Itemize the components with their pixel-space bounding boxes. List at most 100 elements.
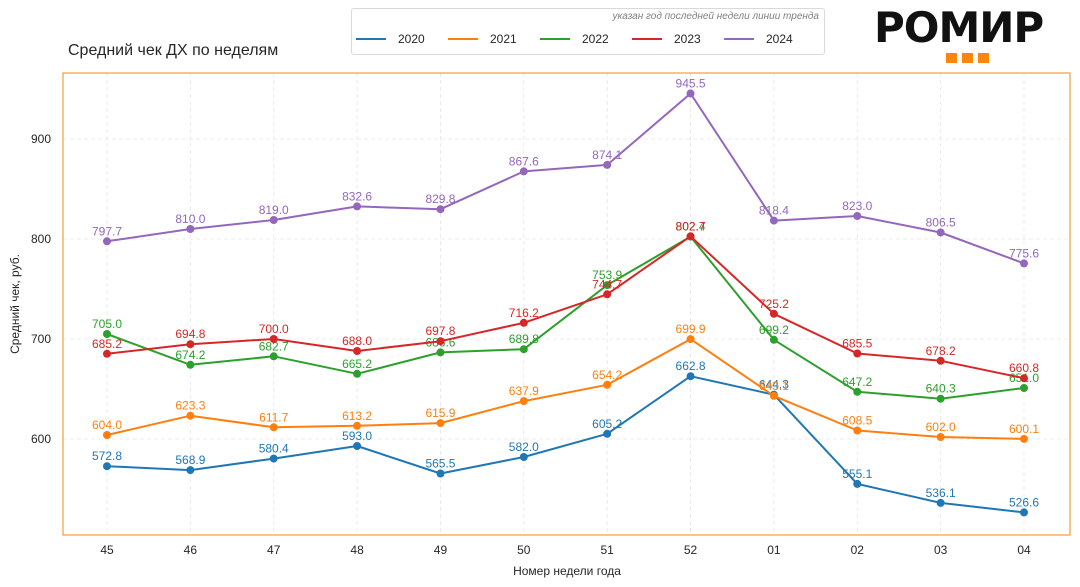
data-label: 832.6 [342,189,372,203]
data-label: 823.0 [842,199,872,213]
y-tick-label: 800 [31,232,51,246]
data-label: 602.0 [926,420,956,434]
x-tick-label: 49 [434,543,448,557]
x-tick-label: 45 [100,543,114,557]
series-line [106,235,1025,380]
data-label: 615.9 [425,406,455,420]
legend-note: указан год последней недели линии тренда [612,11,819,22]
series-group: 572.8 568.9 580.4 593.0 565.5 582.0 605.2 662.8… [92,77,1039,517]
data-label: 568.9 [175,453,205,467]
data-label: 662.8 [676,359,706,373]
romir-logo: РОМИР [874,5,1064,65]
data-point [936,498,945,507]
data-label: 623.3 [175,399,205,413]
logo-dot [946,53,957,63]
data-point [353,421,362,430]
x-tick-label: 02 [851,543,865,557]
data-point [686,232,695,241]
x-tick-label: 01 [767,543,781,557]
legend-item-2023: 2023 [632,30,701,48]
series-2020: 572.8 568.9 580.4 593.0 565.5 582.0 605.2 662.8… [92,359,1039,517]
data-label: 640.3 [926,382,956,396]
data-label: 775.6 [1009,246,1039,260]
data-label: 818.4 [759,204,789,218]
legend-swatch [632,38,662,40]
data-point [519,345,528,354]
data-label: 806.5 [926,216,956,230]
x-tick-label: 04 [1017,543,1031,557]
data-label: 874.1 [592,148,622,162]
data-label: 555.1 [842,467,872,481]
data-point [853,387,862,396]
data-label: 802.7 [676,219,706,233]
data-point [686,89,695,98]
x-tick-label: 46 [184,543,198,557]
data-point [1020,374,1028,383]
legend-swatch [448,38,478,40]
legend-item-2024: 2024 [724,30,793,48]
data-point [1020,434,1028,443]
data-point [686,335,695,344]
data-point [519,397,528,406]
data-label: 688.0 [342,334,372,348]
data-point [603,160,612,169]
series-line [106,375,1025,514]
data-point [269,454,278,463]
legend-label: 2022 [582,32,609,46]
data-point [269,216,278,224]
data-point [769,335,778,344]
data-point [103,349,111,358]
data-point [269,423,278,432]
plot-frame [62,72,1071,536]
data-label: 604.0 [92,418,122,432]
data-label: 699.9 [676,322,706,336]
logo-dots [946,53,989,63]
legend-item-2022: 2022 [540,30,609,48]
data-point [769,216,778,225]
data-point [269,352,278,361]
data-point [353,369,362,378]
grid-lines [63,73,1070,535]
x-tick-label: 47 [267,543,281,557]
data-label: 660.8 [1009,361,1039,375]
data-label: 608.5 [842,414,872,428]
data-label: 700.0 [259,322,289,336]
data-point [186,411,195,420]
data-label: 753.9 [592,268,622,282]
data-label: 699.2 [759,323,789,337]
series-line [106,92,1025,265]
data-point [186,225,195,233]
data-point [853,349,862,358]
data-label: 689.8 [509,332,539,346]
data-point [436,205,445,214]
data-point [603,281,612,290]
data-label: 829.8 [425,192,455,206]
series-2021: 604.0 623.3 611.7 613.2 615.9 637.9 654.2 699.9… [92,322,1039,443]
legend-swatch [724,38,754,40]
data-label: 572.8 [92,449,122,463]
data-label: 526.6 [1009,495,1039,509]
data-label: 593.0 [342,429,372,443]
data-label: 665.2 [342,357,372,371]
data-label: 685.5 [842,337,872,351]
data-label: 611.7 [259,410,288,424]
data-point [186,466,195,475]
data-point [103,330,111,338]
data-label: 697.8 [425,324,455,338]
data-point [1020,259,1028,268]
data-label: 600.1 [1009,422,1039,436]
logo-dot [962,53,973,63]
data-label: 644.3 [759,378,789,392]
data-label: 802.4 [676,220,706,234]
data-label: 647.2 [842,375,872,389]
data-label: 819.0 [259,203,289,217]
data-label: 945.5 [676,77,706,91]
y-axis-label: Средний чек, руб. [8,254,22,354]
legend-label: 2020 [398,32,425,46]
x-tick-label: 51 [601,543,615,557]
legend-label: 2021 [490,32,517,46]
data-label: 582.0 [509,440,539,454]
data-label: 565.5 [425,457,455,471]
data-label: 580.4 [259,442,289,456]
data-point [853,479,862,488]
